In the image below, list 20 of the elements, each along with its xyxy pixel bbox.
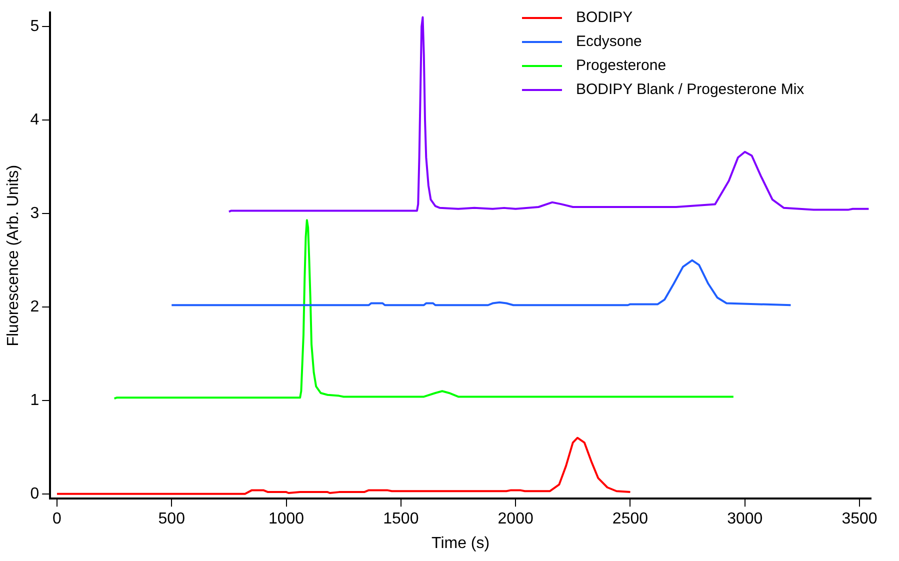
x-tick-label: 3500 xyxy=(842,510,878,528)
y-tick-label: 1 xyxy=(30,392,40,409)
x-tick-label: 2500 xyxy=(612,510,648,528)
y-tick-label: 4 xyxy=(30,111,40,128)
y-tick-label: 2 xyxy=(30,298,40,316)
x-axis-title: Time (s) xyxy=(432,534,490,552)
y-axis-title: Fluorescence (Arb. Units) xyxy=(5,164,22,346)
legend-label: Ecdysone xyxy=(576,32,642,52)
legend-label: Progesterone xyxy=(576,56,666,76)
x-tick-label: 1000 xyxy=(268,510,304,528)
y-tick-label: 3 xyxy=(30,204,40,222)
x-tick-label: 2000 xyxy=(498,510,534,528)
y-tick-label: 0 xyxy=(30,485,40,502)
legend-label: BODIPY Blank / Progesterone Mix xyxy=(576,80,804,100)
y-tick-label: 5 xyxy=(30,18,40,36)
legend-label: BODIPY xyxy=(576,8,633,28)
x-tick-label: 3000 xyxy=(727,510,763,528)
x-tick-label: 1500 xyxy=(383,510,419,528)
x-tick-label: 500 xyxy=(158,510,186,528)
x-tick-label: 0 xyxy=(52,510,62,528)
